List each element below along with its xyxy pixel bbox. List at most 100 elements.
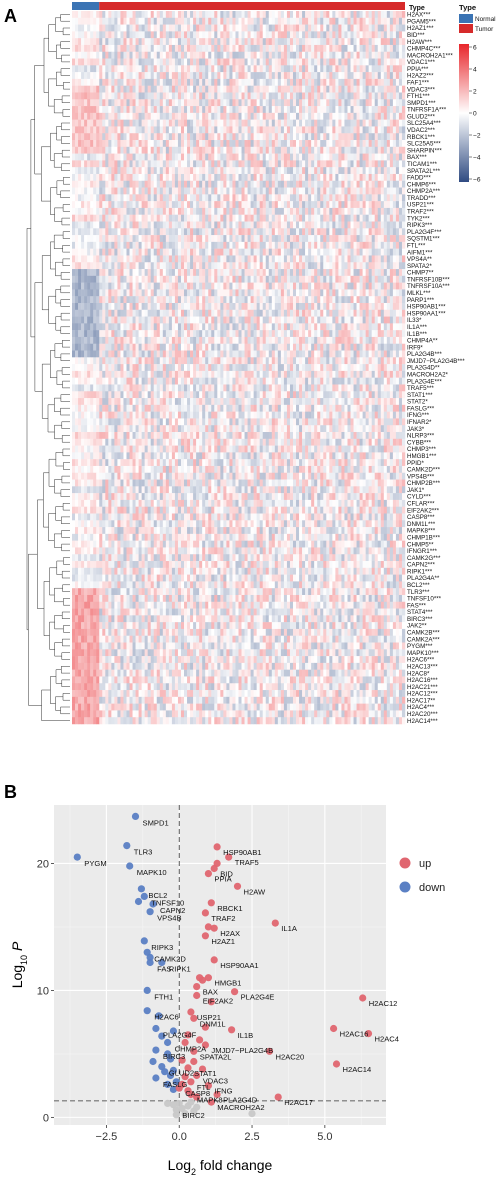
heatmap-cell <box>329 17 333 25</box>
heatmap-cell <box>123 58 127 66</box>
heatmap-cell <box>223 24 227 32</box>
heatmap-cell <box>259 262 263 270</box>
dendrogram-branch <box>54 343 63 358</box>
heatmap-cell <box>350 78 354 86</box>
heatmap-cell <box>356 248 360 256</box>
heatmap-cell <box>289 275 294 283</box>
heatmap-cell <box>286 85 291 93</box>
heatmap-cell <box>326 99 330 107</box>
heatmap-cell <box>123 302 127 311</box>
heatmap-cell <box>283 282 288 290</box>
heatmap-cell <box>138 207 142 215</box>
heatmap-cell <box>171 187 176 195</box>
dendrogram-branch <box>55 506 64 521</box>
heatmap-cell <box>105 92 109 100</box>
heatmap-cell <box>144 296 148 304</box>
heatmap-cell <box>81 187 85 195</box>
dendrogram-branch <box>61 679 70 687</box>
heatmap-cell <box>356 201 360 209</box>
heatmap-cell <box>87 207 91 215</box>
heatmap-cell <box>187 146 191 154</box>
heatmap-cell <box>111 92 115 100</box>
heatmap-cell <box>332 58 336 66</box>
heatmap-cell <box>232 167 236 175</box>
heatmap-cell <box>250 65 254 73</box>
heatmap-cell <box>129 92 133 100</box>
dendrogram-branch <box>61 666 70 674</box>
heatmap-cell <box>90 167 94 175</box>
heatmap-cell <box>359 58 363 66</box>
heatmap-cell <box>72 126 76 134</box>
heatmap-cell <box>317 214 321 222</box>
heatmap-cell <box>365 133 369 141</box>
heatmap-cell <box>99 269 103 277</box>
dendrogram-branch <box>60 489 70 497</box>
heatmap-cell <box>335 228 339 236</box>
heatmap-cell <box>138 269 142 277</box>
heatmap-cell <box>102 119 106 127</box>
heatmap-cell <box>374 112 379 120</box>
heatmap-cell <box>296 187 300 195</box>
heatmap-cell <box>250 106 254 114</box>
heatmap-cell <box>135 187 139 195</box>
heatmap-cell <box>256 106 260 114</box>
heatmap-cell <box>395 146 400 154</box>
heatmap-cell <box>90 11 94 19</box>
heatmap-cell <box>250 275 254 283</box>
heatmap-cell <box>398 85 403 93</box>
heatmap-cell <box>78 269 82 277</box>
heatmap-cell <box>368 31 372 39</box>
heatmap-cell <box>256 255 260 263</box>
heatmap-cell <box>235 44 239 52</box>
heatmap-cell <box>90 302 94 311</box>
heatmap-cell <box>126 72 130 80</box>
heatmap-cell <box>395 207 400 215</box>
heatmap-cell <box>250 187 254 195</box>
heatmap-cell <box>190 140 194 148</box>
heatmap-cell <box>292 24 297 32</box>
heatmap-cell <box>353 282 357 290</box>
heatmap-cell <box>311 153 315 161</box>
heatmap-cell <box>374 133 379 141</box>
heatmap-cell <box>338 248 342 256</box>
heatmap-cell <box>401 269 406 277</box>
heatmap-cell <box>299 146 303 154</box>
heatmap-cell <box>96 44 100 52</box>
heatmap-cell <box>150 133 154 141</box>
heatmap-cell <box>311 282 315 290</box>
heatmap-cell <box>280 207 285 215</box>
heatmap-cell <box>398 65 403 73</box>
heatmap-cell <box>265 248 270 256</box>
heatmap-cell <box>371 119 375 127</box>
heatmap-cell <box>362 296 366 304</box>
heatmap-cell <box>374 221 379 229</box>
heatmap-cell <box>362 72 366 80</box>
heatmap-cell <box>84 262 88 270</box>
heatmap-cell <box>253 289 257 297</box>
heatmap-cell <box>90 78 94 86</box>
heatmap-row <box>72 269 406 277</box>
heatmap-cell <box>190 187 194 195</box>
heatmap-cell <box>208 58 212 66</box>
heatmap-cell <box>274 255 279 263</box>
heatmap-cell <box>332 106 336 114</box>
heatmap-cell <box>156 51 161 59</box>
heatmap-cell <box>392 194 397 202</box>
heatmap-cell <box>159 112 164 120</box>
heatmap-cell <box>380 24 385 32</box>
heatmap-cell <box>114 99 118 107</box>
heatmap-cell <box>259 269 263 277</box>
heatmap-cell <box>202 221 206 229</box>
heatmap-cell <box>338 126 342 134</box>
heatmap-cell <box>335 269 339 277</box>
heatmap-cell <box>329 140 333 148</box>
heatmap-cell <box>323 167 327 175</box>
heatmap-cell <box>329 133 333 141</box>
heatmap-cell <box>271 72 276 80</box>
heatmap-cell <box>208 275 212 283</box>
heatmap-cell <box>184 24 188 32</box>
heatmap-cell <box>108 65 112 73</box>
heatmap-cell <box>81 282 85 290</box>
heatmap-cell <box>341 160 345 168</box>
heatmap-cell <box>117 282 121 290</box>
